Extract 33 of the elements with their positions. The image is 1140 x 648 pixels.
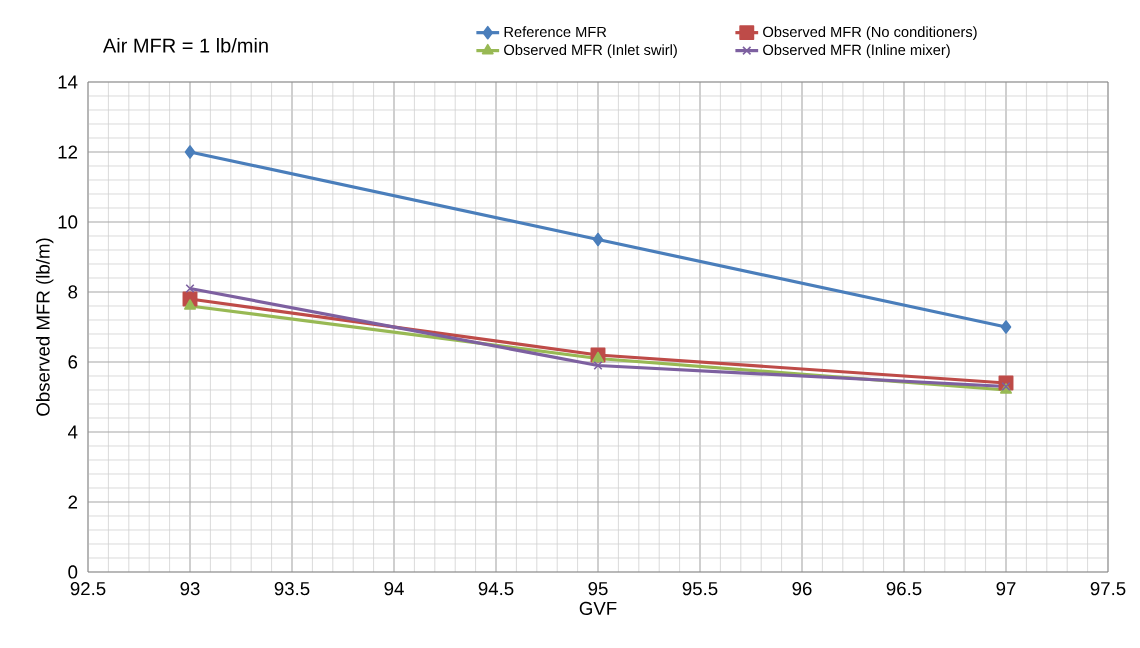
legend-label: Observed MFR (Inlet swirl) <box>504 44 677 58</box>
point <box>592 232 604 247</box>
x-tick-label: 93 <box>180 582 200 596</box>
y-tick-label: 6 <box>68 355 78 369</box>
chart-title: Air MFR = 1 lb/min <box>102 37 268 53</box>
y-tick-label: 0 <box>68 565 78 579</box>
x-tick-label: 97.5 <box>1090 582 1126 596</box>
x-tick-label: 97 <box>996 582 1016 596</box>
x-tick-label: 95 <box>588 582 608 596</box>
y-tick-label: 10 <box>58 215 78 229</box>
point <box>593 360 603 371</box>
x-tick-label: 94 <box>384 582 404 596</box>
x-tick-label: 93.5 <box>274 582 310 596</box>
point <box>184 145 196 159</box>
y-tick-label: 4 <box>68 425 78 439</box>
legend-label: Reference MFR <box>504 26 607 38</box>
legend-label: Observed MFR (Inline mixer) <box>763 44 950 58</box>
x-tick-label: 96 <box>792 582 812 596</box>
y-tick-label: 12 <box>58 145 78 159</box>
point <box>592 351 604 363</box>
y-tick-label: 8 <box>68 285 78 299</box>
y-axis-title: Observed MFR (lb/m) <box>35 238 54 416</box>
x-axis-title: GVF <box>579 601 617 615</box>
x-tick-label: 95.5 <box>682 582 718 596</box>
point <box>1000 320 1012 334</box>
point <box>184 299 196 310</box>
x-tick-label: 96.5 <box>886 582 922 596</box>
x-tick-label: 92.5 <box>70 582 106 596</box>
point <box>185 283 195 294</box>
x-tick-label: 94.5 <box>478 582 514 596</box>
legend-label: Observed MFR (No conditioners) <box>763 26 977 40</box>
y-tick-label: 14 <box>58 75 78 89</box>
y-tick-label: 2 <box>68 495 78 509</box>
